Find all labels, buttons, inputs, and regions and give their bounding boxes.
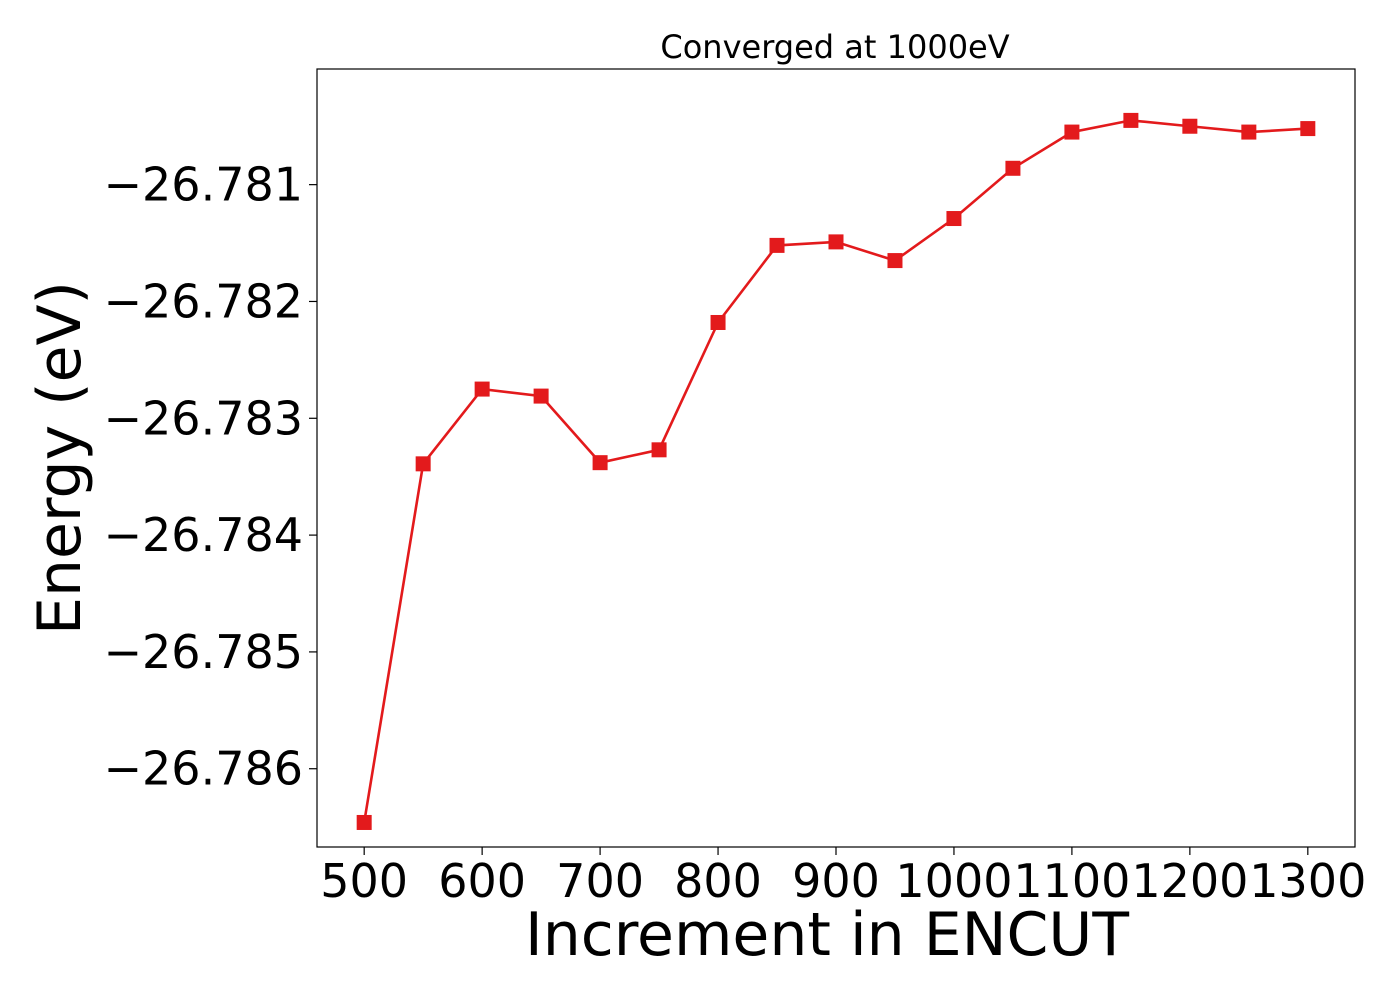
chart-title: Converged at 1000eV bbox=[660, 28, 1009, 66]
data-point-marker bbox=[769, 237, 785, 253]
x-tick-label: 1200 bbox=[1131, 854, 1248, 908]
data-point-marker bbox=[415, 456, 431, 472]
data-point-marker bbox=[1005, 160, 1021, 176]
x-tick-label: 500 bbox=[320, 854, 408, 908]
data-point-marker bbox=[828, 234, 844, 250]
x-axis-label: Increment in ENCUT bbox=[525, 900, 1129, 970]
plot-area: 500 600 700 800 900 1000 1100 1200 1300 −26.781−… bbox=[104, 68, 1366, 908]
y-tick-label: −26.782 bbox=[104, 274, 304, 328]
y-axis-ticks: −26.781 −26.782 −26.783 −26.784 −26.785 −26.7… bbox=[104, 158, 317, 796]
data-point-marker bbox=[946, 211, 962, 227]
data-point-marker bbox=[592, 455, 608, 471]
y-tick-label: −26.781 bbox=[104, 158, 304, 212]
y-tick-label: −26.785 bbox=[104, 625, 304, 679]
x-tick-label: 1100 bbox=[1013, 854, 1130, 908]
data-point-marker bbox=[474, 381, 490, 397]
y-tick-label: −26.786 bbox=[104, 742, 304, 796]
data-point-marker bbox=[1123, 112, 1139, 128]
series-group bbox=[356, 112, 1316, 830]
data-point-marker bbox=[1241, 124, 1257, 140]
x-tick-label: 600 bbox=[438, 854, 526, 908]
x-tick-label: 800 bbox=[674, 854, 762, 908]
data-point-marker bbox=[887, 253, 903, 269]
data-point-marker bbox=[1300, 121, 1316, 137]
x-tick-label: 900 bbox=[792, 854, 880, 908]
x-axis-ticks: 500 600 700 800 900 1000 1100 1200 1300 bbox=[320, 847, 1366, 908]
data-point-marker bbox=[710, 314, 726, 330]
data-point-marker bbox=[533, 388, 549, 404]
data-point-marker bbox=[1064, 124, 1080, 140]
x-tick-label: 1000 bbox=[895, 854, 1012, 908]
x-tick-label: 1300 bbox=[1249, 854, 1366, 908]
y-tick-label: −26.784 bbox=[104, 508, 304, 562]
data-point-marker bbox=[1182, 118, 1198, 134]
data-point-marker bbox=[651, 442, 667, 458]
y-tick-label: −26.783 bbox=[104, 391, 304, 445]
data-point-marker bbox=[356, 814, 372, 830]
x-tick-label: 700 bbox=[556, 854, 644, 908]
y-axis-label: Energy (eV) bbox=[25, 281, 95, 635]
